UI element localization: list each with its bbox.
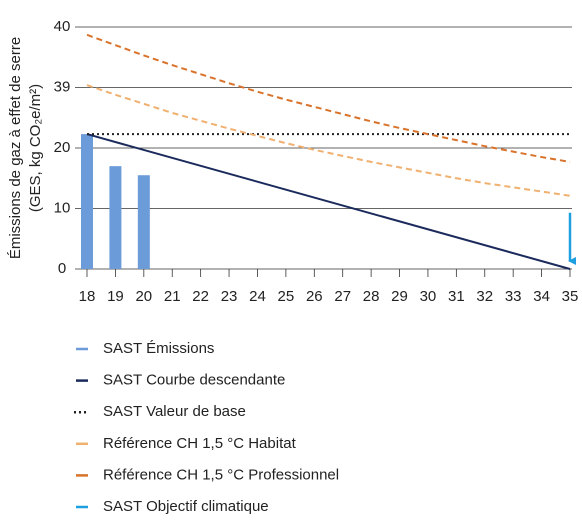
bar: [137, 175, 150, 269]
x-tick-label: 21: [164, 288, 181, 305]
legend-label: SAST Émissions: [103, 340, 214, 357]
x-tick-label: 23: [221, 288, 238, 305]
y-tick-label: 39: [54, 78, 71, 95]
line: [86, 33, 571, 163]
legend-label: SAST Objectif climatique: [103, 498, 269, 515]
legend-label: Référence CH 1,5 °C Habitat: [103, 435, 297, 452]
bar: [109, 166, 122, 269]
x-tick-label: 22: [192, 288, 209, 305]
line: [86, 84, 571, 197]
x-tick-label: 18: [79, 288, 96, 305]
y-tick-label: 20: [54, 139, 71, 156]
x-tick-label: 31: [448, 288, 465, 305]
legend-label: SAST Courbe descendante: [103, 372, 285, 389]
x-tick-label: 28: [363, 288, 380, 305]
x-tick-label: 24: [249, 288, 266, 305]
x-tick-label: 26: [306, 288, 323, 305]
y-tick-label: 10: [54, 199, 71, 216]
y-axis-label: Émissions de gaz à effet de serre: [7, 37, 24, 259]
x-tick-label: 35: [562, 288, 579, 305]
y-tick-label: 40: [54, 18, 71, 35]
x-tick-label: 20: [135, 288, 152, 305]
y-axis-label: (GES, kg CO₂e/m²): [27, 84, 44, 212]
x-tick-label: 25: [278, 288, 295, 305]
line: [86, 133, 571, 270]
x-tick-label: 19: [107, 288, 124, 305]
x-tick-label: 29: [391, 288, 408, 305]
x-tick-label: 30: [420, 288, 437, 305]
x-tick-label: 34: [533, 288, 550, 305]
bar: [81, 134, 93, 269]
legend-label: SAST Valeur de base: [103, 403, 246, 420]
y-tick-label: 0: [58, 260, 66, 277]
x-tick-label: 33: [505, 288, 522, 305]
legend-label: Référence CH 1,5 °C Professionnel: [103, 466, 339, 483]
x-tick-label: 32: [476, 288, 493, 305]
x-tick-label: 27: [334, 288, 351, 305]
